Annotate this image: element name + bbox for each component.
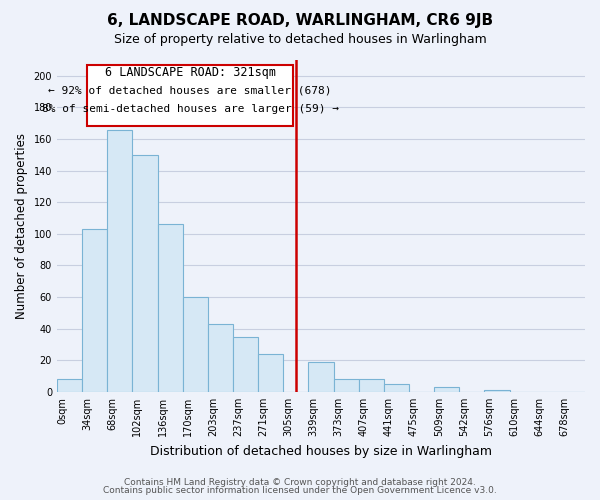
- Bar: [384, 384, 409, 392]
- Bar: [208, 324, 233, 392]
- Bar: [133, 155, 158, 392]
- Text: 6, LANDSCAPE ROAD, WARLINGHAM, CR6 9JB: 6, LANDSCAPE ROAD, WARLINGHAM, CR6 9JB: [107, 12, 493, 28]
- Text: Contains HM Land Registry data © Crown copyright and database right 2024.: Contains HM Land Registry data © Crown c…: [124, 478, 476, 487]
- Bar: [359, 380, 384, 392]
- X-axis label: Distribution of detached houses by size in Warlingham: Distribution of detached houses by size …: [150, 444, 492, 458]
- Text: 6 LANDSCAPE ROAD: 321sqm: 6 LANDSCAPE ROAD: 321sqm: [104, 66, 275, 80]
- Bar: [258, 354, 283, 392]
- Bar: [484, 390, 509, 392]
- Bar: [233, 336, 258, 392]
- Text: ← 92% of detached houses are smaller (678): ← 92% of detached houses are smaller (67…: [49, 86, 332, 96]
- Y-axis label: Number of detached properties: Number of detached properties: [15, 133, 28, 319]
- Text: 8% of semi-detached houses are larger (59) →: 8% of semi-detached houses are larger (5…: [41, 104, 338, 115]
- Bar: [182, 297, 208, 392]
- Bar: [334, 380, 359, 392]
- Bar: [158, 224, 182, 392]
- Bar: [434, 387, 459, 392]
- Bar: [107, 130, 133, 392]
- Bar: [82, 229, 107, 392]
- Text: Size of property relative to detached houses in Warlingham: Size of property relative to detached ho…: [113, 32, 487, 46]
- Bar: [308, 362, 334, 392]
- Bar: [57, 380, 82, 392]
- FancyBboxPatch shape: [87, 64, 293, 126]
- Text: Contains public sector information licensed under the Open Government Licence v3: Contains public sector information licen…: [103, 486, 497, 495]
